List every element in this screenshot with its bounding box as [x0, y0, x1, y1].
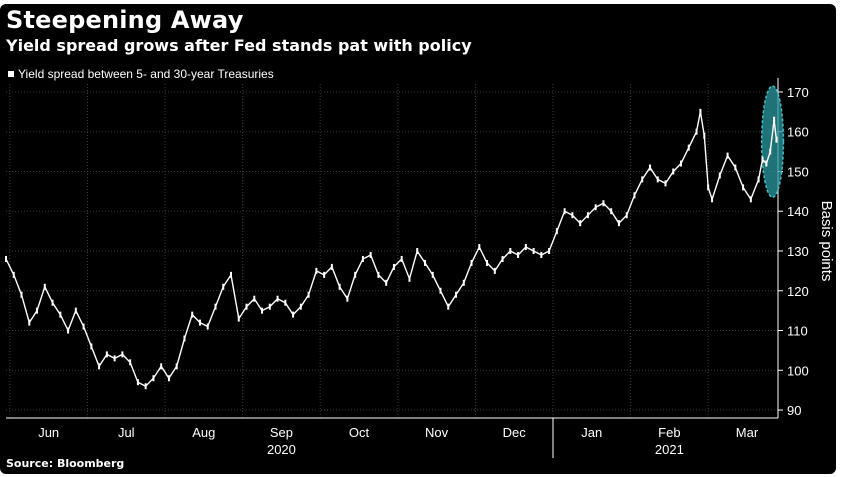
- y-tick-label: 170: [787, 85, 809, 100]
- legend: Yield spread between 5- and 30-year Trea…: [8, 67, 274, 81]
- y-tick-label: 130: [787, 244, 809, 259]
- x-tick-label: Dec: [503, 425, 527, 440]
- y-axis-label: Basis points: [818, 201, 835, 282]
- x-tick-label: Jul: [118, 425, 135, 440]
- source-note: Source: Bloomberg: [6, 457, 125, 470]
- y-tick-label: 90: [787, 403, 801, 418]
- y-tick-label: 150: [787, 164, 809, 179]
- x-year-label: 2020: [267, 442, 296, 457]
- x-tick-label: Jan: [581, 425, 602, 440]
- y-tick-label: 160: [787, 125, 809, 140]
- series-line-yield-spread: [5, 111, 778, 387]
- chart-subtitle: Yield spread grows after Fed stands pat …: [6, 36, 472, 55]
- x-tick-label: Nov: [425, 425, 449, 440]
- x-tick-label: Feb: [658, 425, 680, 440]
- y-tick-label: 140: [787, 204, 809, 219]
- highlight-ellipse: [760, 85, 785, 199]
- x-year-label: 2021: [655, 442, 684, 457]
- x-tick-label: Aug: [192, 425, 215, 440]
- legend-label: Yield spread between 5- and 30-year Trea…: [18, 67, 274, 81]
- x-tick-label: Sep: [270, 425, 293, 440]
- x-tick-label: Mar: [736, 425, 759, 440]
- x-tick-label: Oct: [349, 425, 370, 440]
- chart-title: Steepening Away: [6, 6, 244, 34]
- y-tick-label: 110: [787, 324, 808, 339]
- y-tick-label: 120: [787, 284, 809, 299]
- legend-swatch: [8, 71, 14, 77]
- y-tick-label: 100: [787, 363, 809, 378]
- x-tick-label: Jun: [38, 425, 59, 440]
- chart-frame: Steepening Away Yield spread grows after…: [0, 4, 836, 474]
